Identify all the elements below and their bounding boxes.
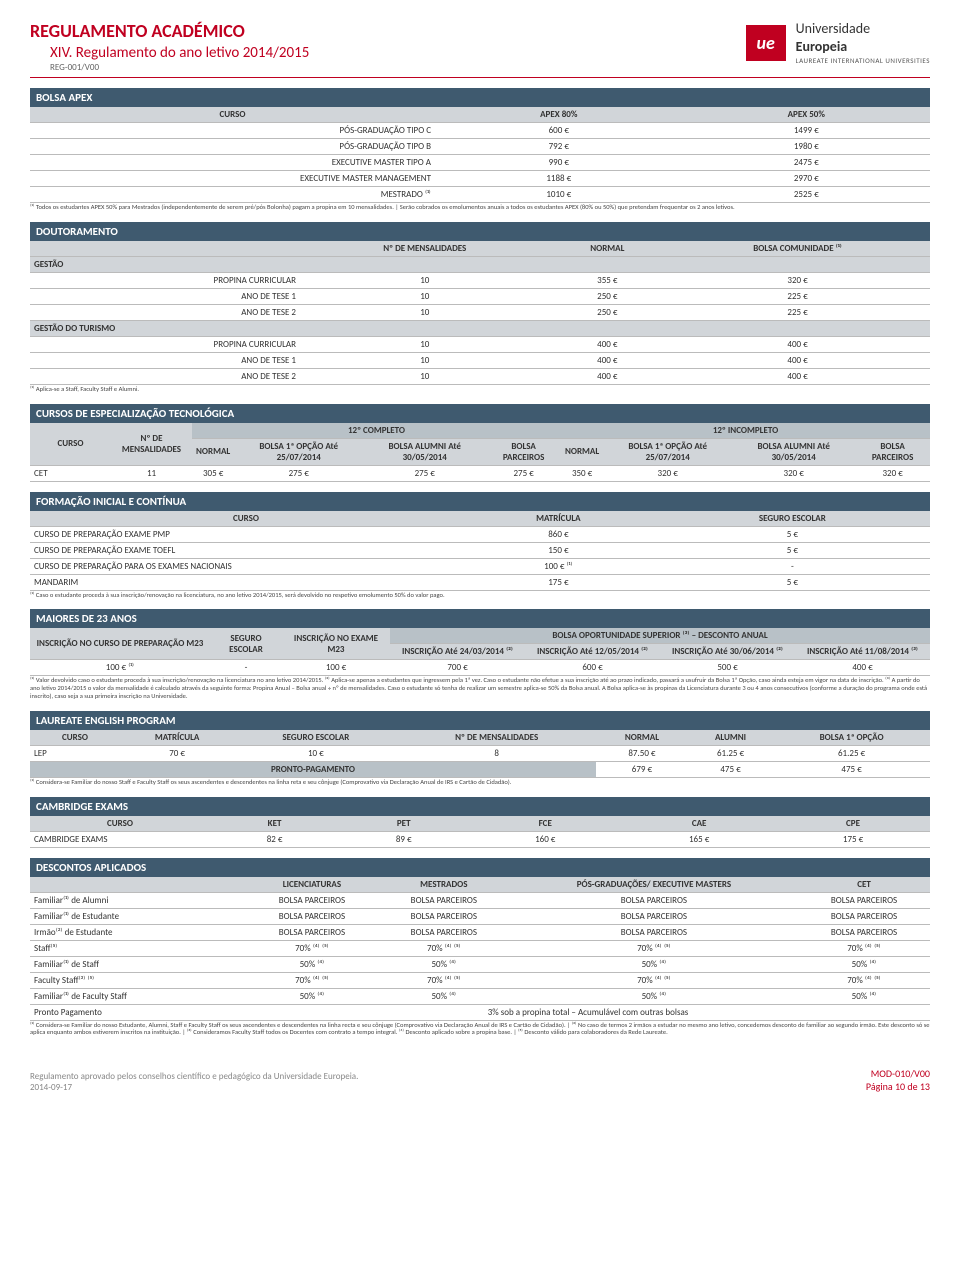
cambridge-table: CURSO KET PET FCE CAE CPE CAMBRIDGE EXAM…	[30, 816, 930, 848]
table-row: 100 € ⁽¹⁾ - 100 € 700 € 600 € 500 € 400 …	[30, 660, 930, 676]
table-row: CURSO DE PREPARAÇÃO EXAME TOEFL150 €5 €	[30, 542, 930, 558]
table-row: PÓS-GRADUAÇÃO TIPO B792 €1980 €	[30, 139, 930, 155]
table-row: PROPINA CURRICULAR10355 €320 €	[30, 272, 930, 288]
bolsa-apex-table: CURSO APEX 80% APEX 50% PÓS-GRADUAÇÃO TI…	[30, 107, 930, 203]
table-row: PROPINA CURRICULAR10400 €400 €	[30, 336, 930, 352]
table-row: Staff⁽⁵⁾70% ⁽⁴⁾ ⁽⁵⁾70% ⁽⁴⁾ ⁽⁵⁾70% ⁽⁴⁾ ⁽⁵…	[30, 940, 930, 956]
cursos-esp-table: CURSO Nº DE MENSALIDADES 12º COMPLETO 12…	[30, 423, 930, 482]
footnote: ⁽¹⁾ Considera-se Familiar do nosso Staff…	[30, 779, 930, 787]
table-row: Familiar⁽¹⁾ de AlumniBOLSA PARCEIROSBOLS…	[30, 892, 930, 908]
footer-right: MOD-010/V00 Página 10 de 13	[866, 1067, 930, 1093]
table-row: Faculty Staff⁽³⁾ ⁽⁵⁾70% ⁽⁴⁾ ⁽⁵⁾70% ⁽⁴⁾ ⁽…	[30, 972, 930, 988]
page-header: REGULAMENTO ACADÉMICO XIV. Regulamento d…	[30, 20, 930, 78]
table-row: EXECUTIVE MASTER TIPO A990 €2475 €	[30, 155, 930, 171]
header-right: ue Universidade Europeia LAUREATE INTERN…	[746, 20, 930, 65]
group-gestao-turismo: GESTÃO DO TURISMO	[30, 320, 930, 336]
formacao-table: CURSO MATRÍCULA SEGURO ESCOLAR CURSO DE …	[30, 511, 930, 591]
group-gestao: GESTÃO	[30, 256, 930, 272]
table-row: Familiar⁽¹⁾ de Staff50% ⁽⁴⁾50% ⁽⁴⁾50% ⁽⁴…	[30, 956, 930, 972]
section-laureate: LAUREATE ENGLISH PROGRAM	[30, 711, 930, 730]
footnote: ⁽¹⁾ Caso o estudante proceda à sua inscr…	[30, 592, 930, 600]
table-row: Familiar⁽¹⁾ de Faculty Staff50% ⁽⁴⁾50% ⁽…	[30, 988, 930, 1004]
table-row: Familiar⁽¹⁾ de EstudanteBOLSA PARCEIROSB…	[30, 908, 930, 924]
pronto-pagamento-row: Pronto Pagamento 3% sob a propina total …	[30, 1004, 930, 1020]
doutoramento-table: Nº DE MENSALIDADES NORMAL BOLSA COMUNIDA…	[30, 241, 930, 385]
section-descontos: DESCONTOS APLICADOS	[30, 858, 930, 877]
university-name: Universidade Europeia LAUREATE INTERNATI…	[796, 20, 930, 65]
section-cambridge: CAMBRIDGE EXAMS	[30, 797, 930, 816]
table-row: Irmão⁽²⁾ de EstudanteBOLSA PARCEIROSBOLS…	[30, 924, 930, 940]
main-title: REGULAMENTO ACADÉMICO	[30, 20, 309, 42]
table-row: ANO DE TESE 110250 €225 €	[30, 288, 930, 304]
table-row: MANDARIM175 €5 €	[30, 574, 930, 590]
table-row: LEP 70 € 10 € 8 87.50 € 61.25 € 61.25 €	[30, 745, 930, 761]
maiores23-table: INSCRIÇÃO NO CURSO DE PREPARAÇÃO M23 SEG…	[30, 628, 930, 676]
table-row: ANO DE TESE 210250 €225 €	[30, 304, 930, 320]
footnote: ⁽¹⁾ Todos os estudantes APEX 50% para Me…	[30, 204, 930, 212]
table-row: CAMBRIDGE EXAMS 82 € 89 € 160 € 165 € 17…	[30, 831, 930, 847]
section-formacao: FORMAÇÃO INICIAL E CONTÍNUA	[30, 492, 930, 511]
pronto-row: PRONTO-PAGAMENTO 679 € 475 € 475 €	[30, 761, 930, 777]
section-doutoramento: DOUTORAMENTO	[30, 222, 930, 241]
ue-logo-icon: ue	[746, 25, 786, 61]
table-row: CURSO DE PREPARAÇÃO PARA OS EXAMES NACIO…	[30, 558, 930, 574]
table-row: EXECUTIVE MASTER MANAGEMENT1188 €2970 €	[30, 171, 930, 187]
descontos-table: LICENCIATURAS MESTRADOS PÓS-GRADUAÇÕES/ …	[30, 877, 930, 1021]
footnote: ⁽¹⁾ Aplica-se a Staff, Faculty Staff e A…	[30, 386, 930, 394]
footnote: ⁽¹⁾ Valor devolvido caso o estudante pro…	[30, 677, 930, 700]
table-row: MESTRADO ⁽¹⁾1010 €2525 €	[30, 187, 930, 203]
sub-title: XIV. Regulamento do ano letivo 2014/2015	[50, 44, 309, 62]
page-footer: Regulamento aprovado pelos conselhos cie…	[30, 1067, 930, 1093]
table-row: ANO DE TESE 210400 €400 €	[30, 368, 930, 384]
table-row: PÓS-GRADUAÇÃO TIPO C600 €1499 €	[30, 123, 930, 139]
table-row: ANO DE TESE 110400 €400 €	[30, 352, 930, 368]
header-left: REGULAMENTO ACADÉMICO XIV. Regulamento d…	[30, 20, 309, 73]
table-row: CET 11 305 € 275 € 275 € 275 € 350 € 320…	[30, 465, 930, 481]
footnote: ⁽¹⁾ Considera-se Familiar do nosso Estud…	[30, 1022, 930, 1038]
section-bolsa-apex: BOLSA APEX	[30, 88, 930, 107]
section-maiores23: MAIORES DE 23 ANOS	[30, 609, 930, 628]
section-cursos-esp: CURSOS DE ESPECIALIZAÇÃO TECNOLÓGICA	[30, 404, 930, 423]
table-row: CURSO DE PREPARAÇÃO EXAME PMP860 €5 €	[30, 526, 930, 542]
footer-left: Regulamento aprovado pelos conselhos cie…	[30, 1071, 358, 1093]
laureate-table: CURSO MATRÍCULA SEGURO ESCOLAR Nº DE MEN…	[30, 730, 930, 778]
reg-code: REG-001/V00	[50, 62, 309, 73]
